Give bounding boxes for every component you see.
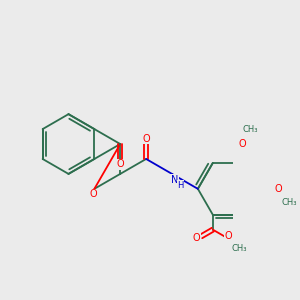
Text: O: O [224,231,232,242]
Text: N: N [171,175,178,185]
Text: O: O [116,159,124,169]
Text: O: O [193,233,200,243]
Text: O: O [274,184,282,194]
Text: CH₃: CH₃ [231,244,247,253]
Text: CH₃: CH₃ [243,125,259,134]
Text: O: O [142,134,150,144]
Text: CH₃: CH₃ [281,198,297,207]
Text: O: O [89,189,97,199]
Text: H: H [177,181,184,190]
Text: O: O [239,139,247,148]
